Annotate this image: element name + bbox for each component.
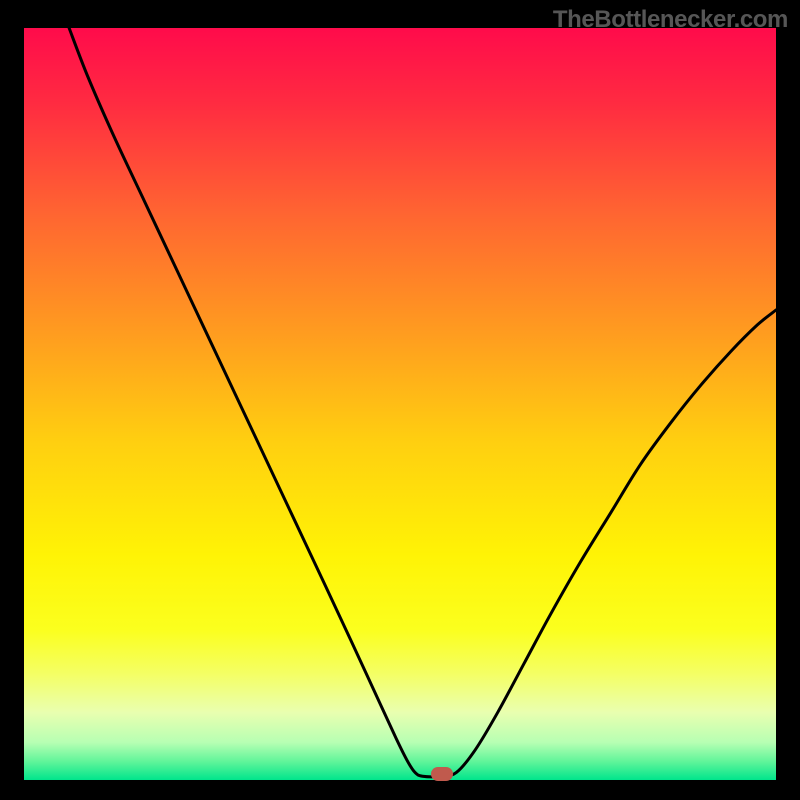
watermark-text: TheBottlenecker.com — [553, 6, 788, 34]
curve-svg — [24, 28, 776, 780]
minimum-marker — [431, 767, 454, 781]
v-curve — [69, 28, 776, 777]
chart-frame: TheBottlenecker.com — [0, 0, 800, 800]
plot-area — [24, 28, 776, 780]
